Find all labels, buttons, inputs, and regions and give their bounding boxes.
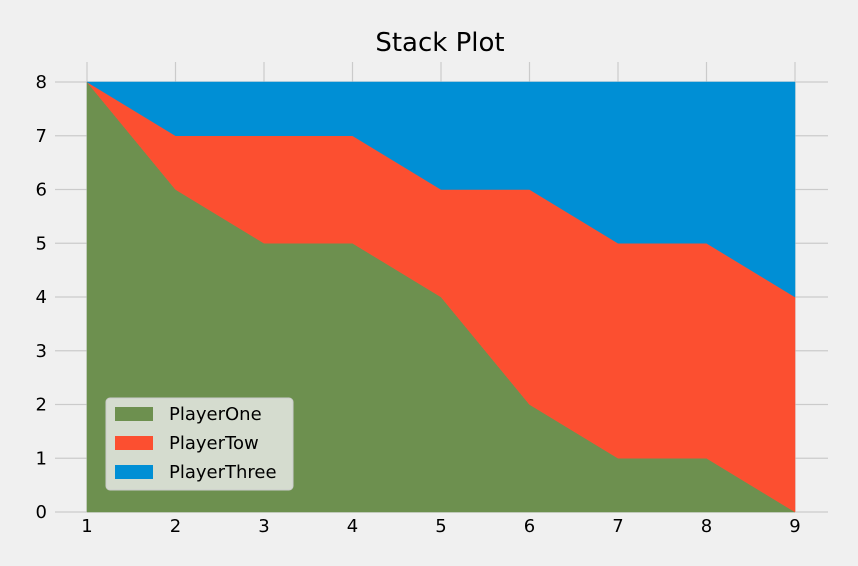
y-tick-label-7: 7 [36, 126, 47, 147]
legend-swatch-playertow [115, 436, 153, 450]
legend-label-playerthree: PlayerThree [169, 462, 277, 483]
x-tick-label-2: 2 [170, 516, 181, 537]
x-tick-label-8: 8 [701, 516, 712, 537]
y-tick-label-8: 8 [36, 72, 47, 93]
x-tick-label-9: 9 [789, 516, 800, 537]
legend-label-playerone: PlayerOne [169, 404, 262, 425]
x-tick-label-4: 4 [347, 516, 358, 537]
x-tick-label-3: 3 [258, 516, 269, 537]
legend-swatch-playerone [115, 407, 153, 421]
legend-swatch-playerthree [115, 465, 153, 479]
x-tick-label-7: 7 [612, 516, 623, 537]
y-tick-label-6: 6 [36, 180, 47, 201]
y-tick-label-1: 1 [36, 448, 47, 469]
y-tick-label-5: 5 [36, 233, 47, 254]
x-tick-label-1: 1 [81, 516, 92, 537]
area-series-playerthree [86, 81, 796, 298]
chart-title: Stack Plot [375, 28, 504, 58]
y-tick-label-0: 0 [36, 502, 47, 523]
y-tick-label-2: 2 [36, 395, 47, 416]
x-tick-label-5: 5 [435, 516, 446, 537]
y-tick-label-3: 3 [36, 341, 47, 362]
x-tick-label-6: 6 [524, 516, 535, 537]
tick-labels: 1 2 3 4 5 6 7 8 9 0 1 2 3 4 5 6 7 8 [36, 72, 801, 537]
legend-label-playertow: PlayerTow [169, 433, 259, 454]
legend: PlayerOne PlayerTow PlayerThree [105, 397, 294, 491]
y-tick-label-4: 4 [36, 287, 47, 308]
